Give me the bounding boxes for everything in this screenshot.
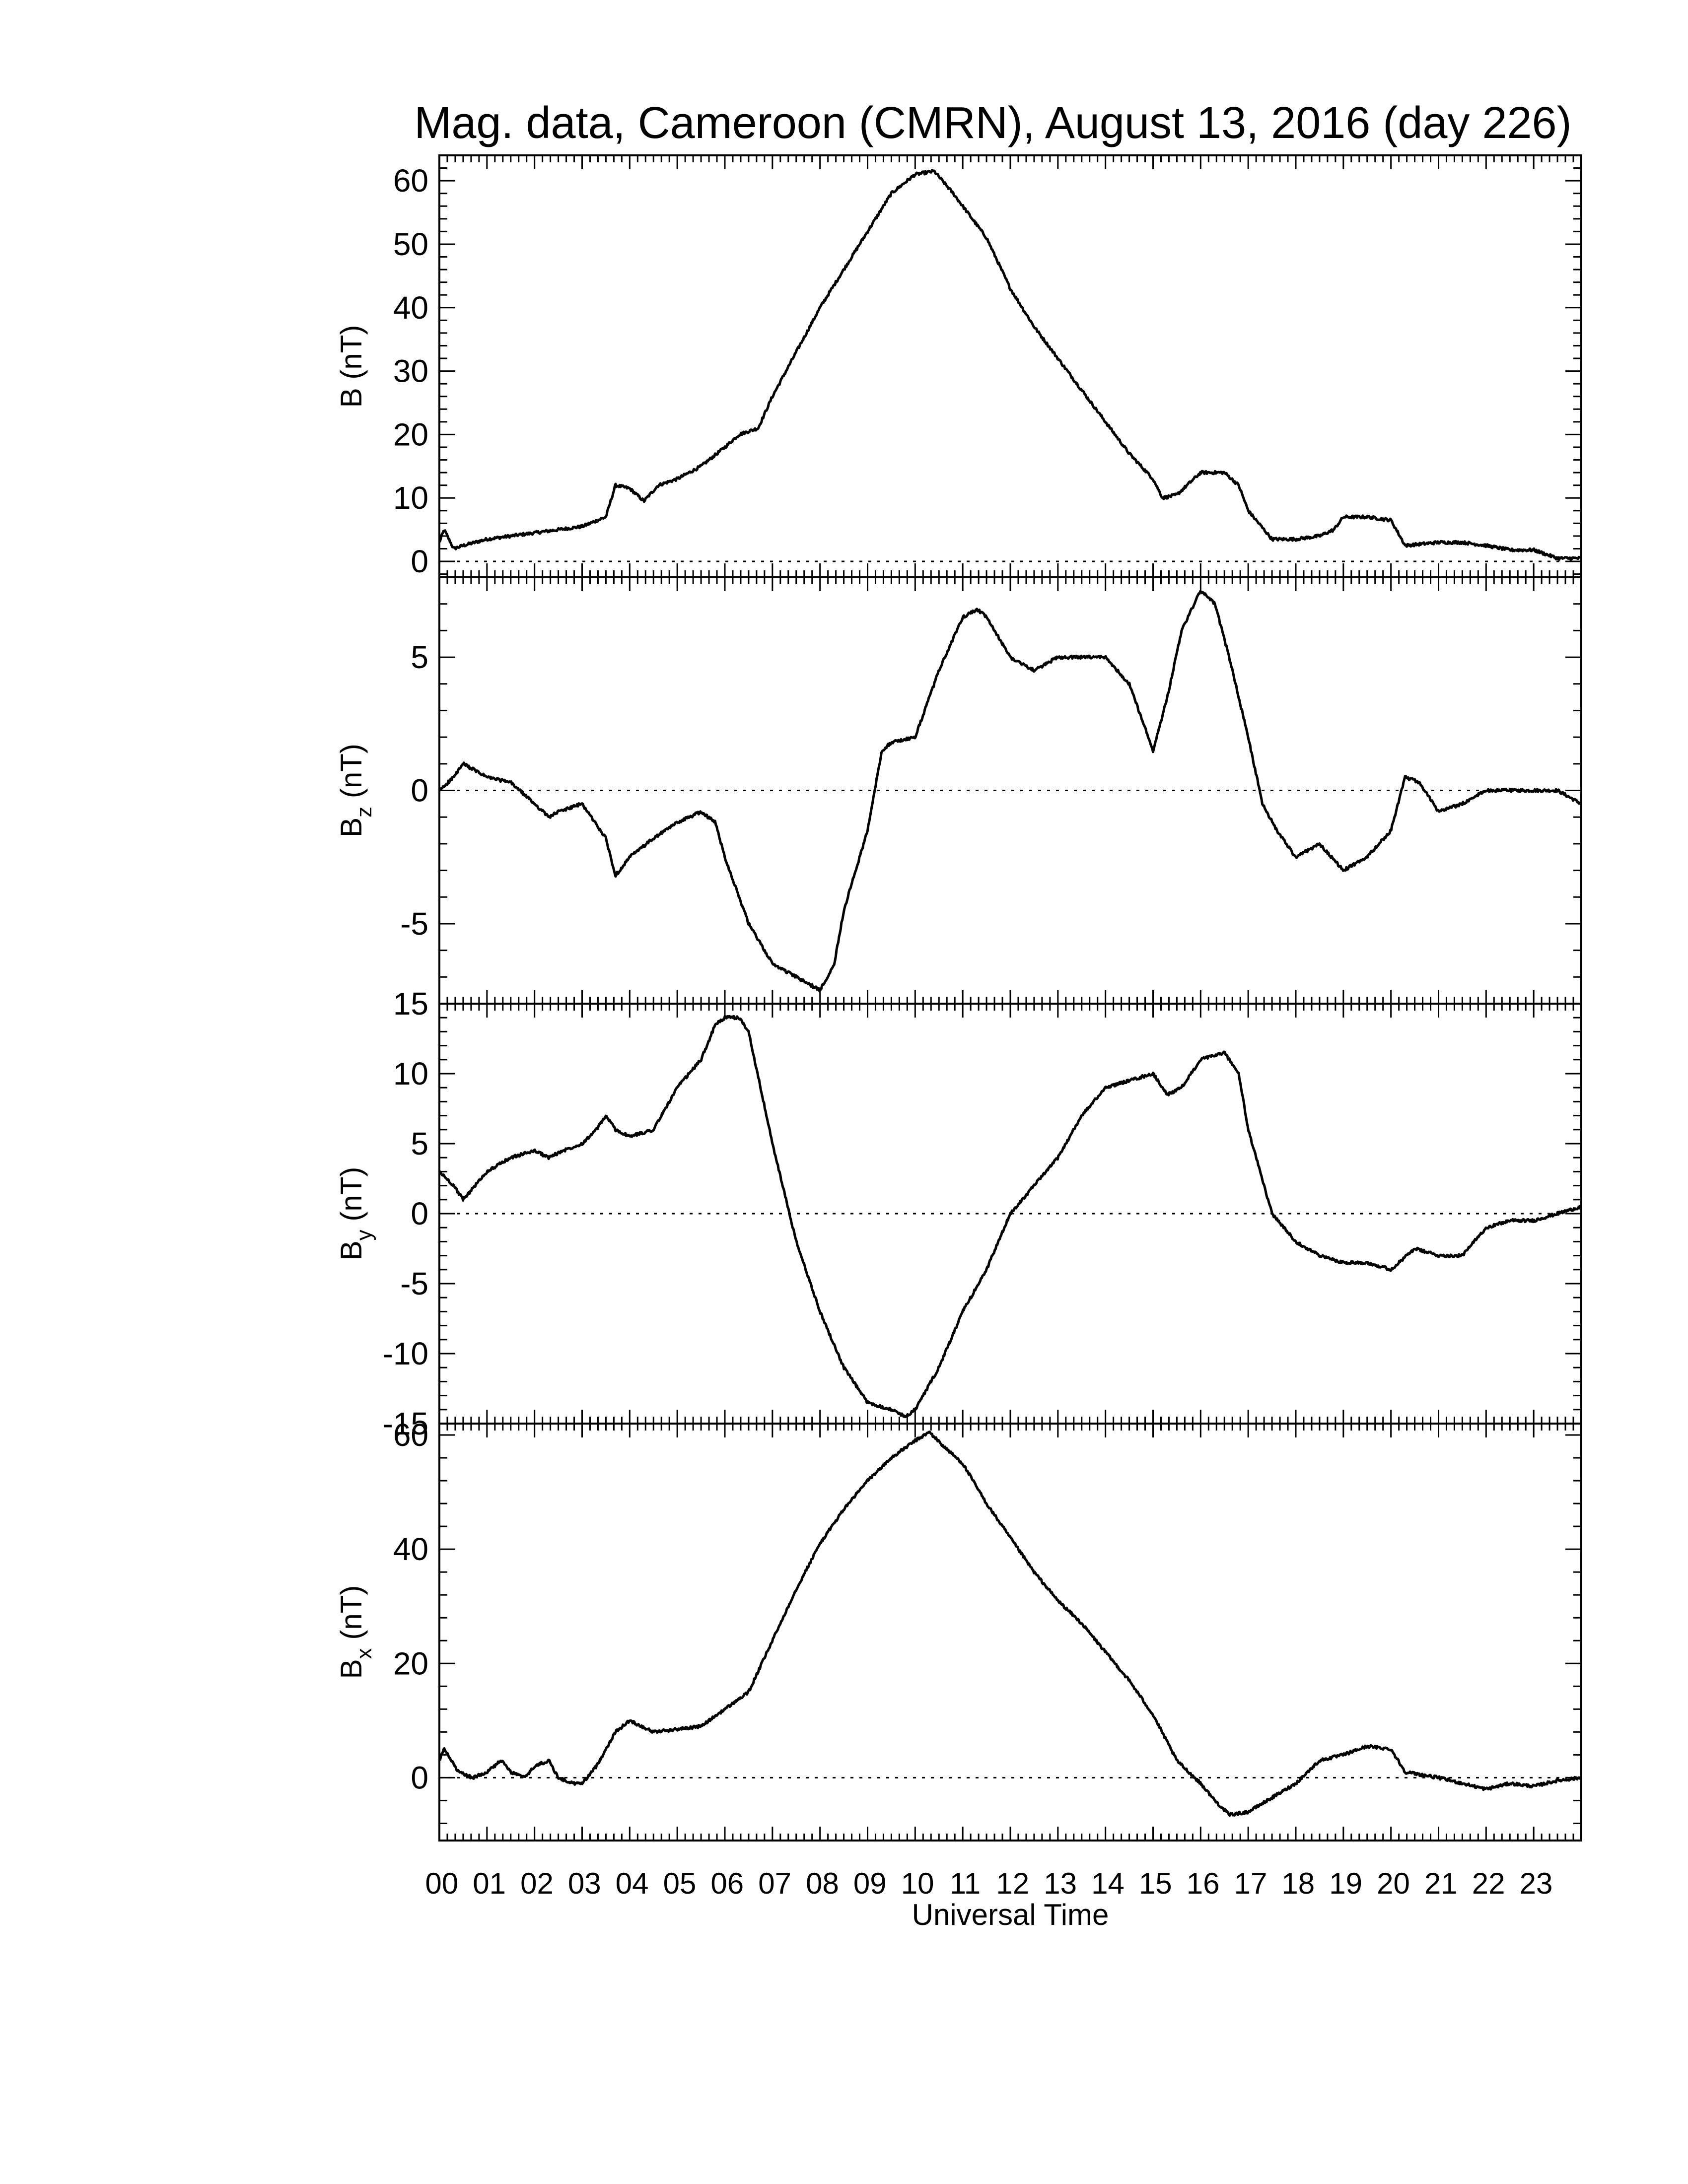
y-tick-label: -5 bbox=[400, 906, 428, 942]
y-tick-label: 40 bbox=[393, 290, 428, 326]
y-axis-label: Bz (nT) bbox=[335, 744, 376, 837]
x-tick-label: 11 bbox=[950, 1867, 981, 1900]
y-tick-label: 0 bbox=[411, 1760, 428, 1795]
y-tick-label: 30 bbox=[393, 353, 428, 389]
x-tick-label: 20 bbox=[1377, 1867, 1410, 1900]
x-tick-label: 14 bbox=[1091, 1867, 1125, 1900]
x-tick-label: 07 bbox=[758, 1867, 791, 1900]
panel-bx: 0 20 40 60 Bx (nT) bbox=[335, 1417, 1583, 1842]
x-tick-label: 09 bbox=[853, 1867, 887, 1900]
panel-bz: -5 0 5 Bz (nT) bbox=[335, 576, 1582, 1005]
x-tick-label: 22 bbox=[1472, 1867, 1505, 1900]
series-line-bz bbox=[438, 590, 1582, 993]
x-tick-labels: 00 01 02 03 04 05 06 07 08 09 10 11 12 13 14 15 16 17 18 19… bbox=[425, 1867, 1552, 1900]
series-line-by bbox=[438, 1015, 1583, 1419]
y-tick-label: 5 bbox=[411, 1126, 428, 1161]
y-tick-label: 0 bbox=[411, 773, 428, 809]
x-tick-label: 19 bbox=[1329, 1867, 1362, 1900]
x-tick-label: 00 bbox=[425, 1867, 458, 1900]
y-tick-label: 20 bbox=[393, 416, 428, 452]
x-tick-label: 15 bbox=[1139, 1867, 1172, 1900]
y-tick-label: 5 bbox=[411, 639, 428, 675]
x-tick-label: 18 bbox=[1281, 1867, 1315, 1900]
panel-b: 0 10 20 30 40 50 60 B (nT) bbox=[335, 154, 1582, 579]
y-tick-label: 10 bbox=[393, 1056, 428, 1092]
y-tick-label: 0 bbox=[411, 544, 428, 579]
x-tick-label: 08 bbox=[806, 1867, 839, 1900]
y-axis-label: By (nT) bbox=[335, 1167, 376, 1261]
x-tick-label: 03 bbox=[568, 1867, 601, 1900]
x-tick-label: 23 bbox=[1520, 1867, 1553, 1900]
y-tick-label: -15 bbox=[383, 1406, 429, 1441]
y-tick-label: 0 bbox=[411, 1196, 428, 1231]
x-tick-label: 06 bbox=[710, 1867, 744, 1900]
series-line-b bbox=[438, 169, 1582, 561]
y-tick-label: -5 bbox=[400, 1266, 428, 1301]
x-tick-label: 10 bbox=[901, 1867, 934, 1900]
y-tick-label: -10 bbox=[383, 1336, 429, 1371]
y-tick-label: 50 bbox=[393, 226, 428, 262]
panel-frame bbox=[438, 154, 1582, 578]
x-tick-label: 16 bbox=[1187, 1867, 1220, 1900]
x-tick-label: 13 bbox=[1044, 1867, 1077, 1900]
chart-title: Mag. data, Cameroon (CMRN), August 13, 2… bbox=[414, 98, 1571, 148]
x-tick-label: 21 bbox=[1424, 1867, 1458, 1900]
x-axis-label: Universal Time bbox=[912, 1898, 1109, 1931]
y-axis-label: B (nT) bbox=[335, 325, 368, 408]
x-tick-label: 17 bbox=[1234, 1867, 1267, 1900]
x-tick-label: 05 bbox=[663, 1867, 697, 1900]
x-tick-label: 01 bbox=[473, 1867, 506, 1900]
y-axis-label: Bx (nT) bbox=[335, 1585, 376, 1679]
x-tick-label: 04 bbox=[616, 1867, 649, 1900]
y-tick-label: 60 bbox=[393, 163, 428, 199]
panel-by: -15 -10 -5 0 5 10 15 By (nT) bbox=[335, 986, 1583, 1441]
x-tick-label: 12 bbox=[996, 1867, 1029, 1900]
y-tick-label: 10 bbox=[393, 480, 428, 516]
series-line-bx bbox=[439, 1431, 1583, 1817]
x-tick-label: 02 bbox=[520, 1867, 554, 1900]
y-tick-label: 20 bbox=[393, 1645, 428, 1681]
y-tick-label: 40 bbox=[393, 1531, 428, 1567]
y-tick-label: 60 bbox=[393, 1417, 428, 1453]
y-tick-label: 15 bbox=[393, 986, 428, 1022]
